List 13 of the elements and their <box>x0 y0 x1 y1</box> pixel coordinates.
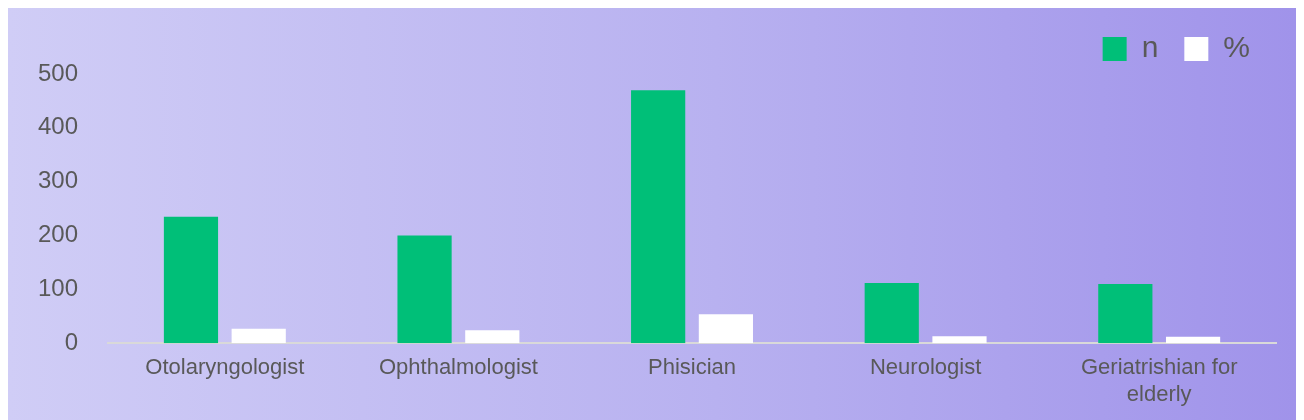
y-tick-label: 0 <box>64 327 79 355</box>
x-tick-label: Neurologist <box>869 354 982 380</box>
legend-label: n <box>1141 30 1159 64</box>
y-tick-label: 400 <box>38 112 79 140</box>
x-tick-label: Otolaryngologist <box>145 354 305 380</box>
y-tick-label: 500 <box>38 58 79 86</box>
legend-label: % <box>1223 30 1251 64</box>
x-tick-label: Ophthalmologist <box>378 354 538 380</box>
y-tick-label: 100 <box>38 273 79 301</box>
x-tick-label: Phisician <box>648 354 737 380</box>
y-tick-label: 200 <box>38 220 79 248</box>
y-tick-label: 300 <box>38 166 79 194</box>
x-tick-label: Geriatrishian for elderly <box>1080 354 1238 406</box>
